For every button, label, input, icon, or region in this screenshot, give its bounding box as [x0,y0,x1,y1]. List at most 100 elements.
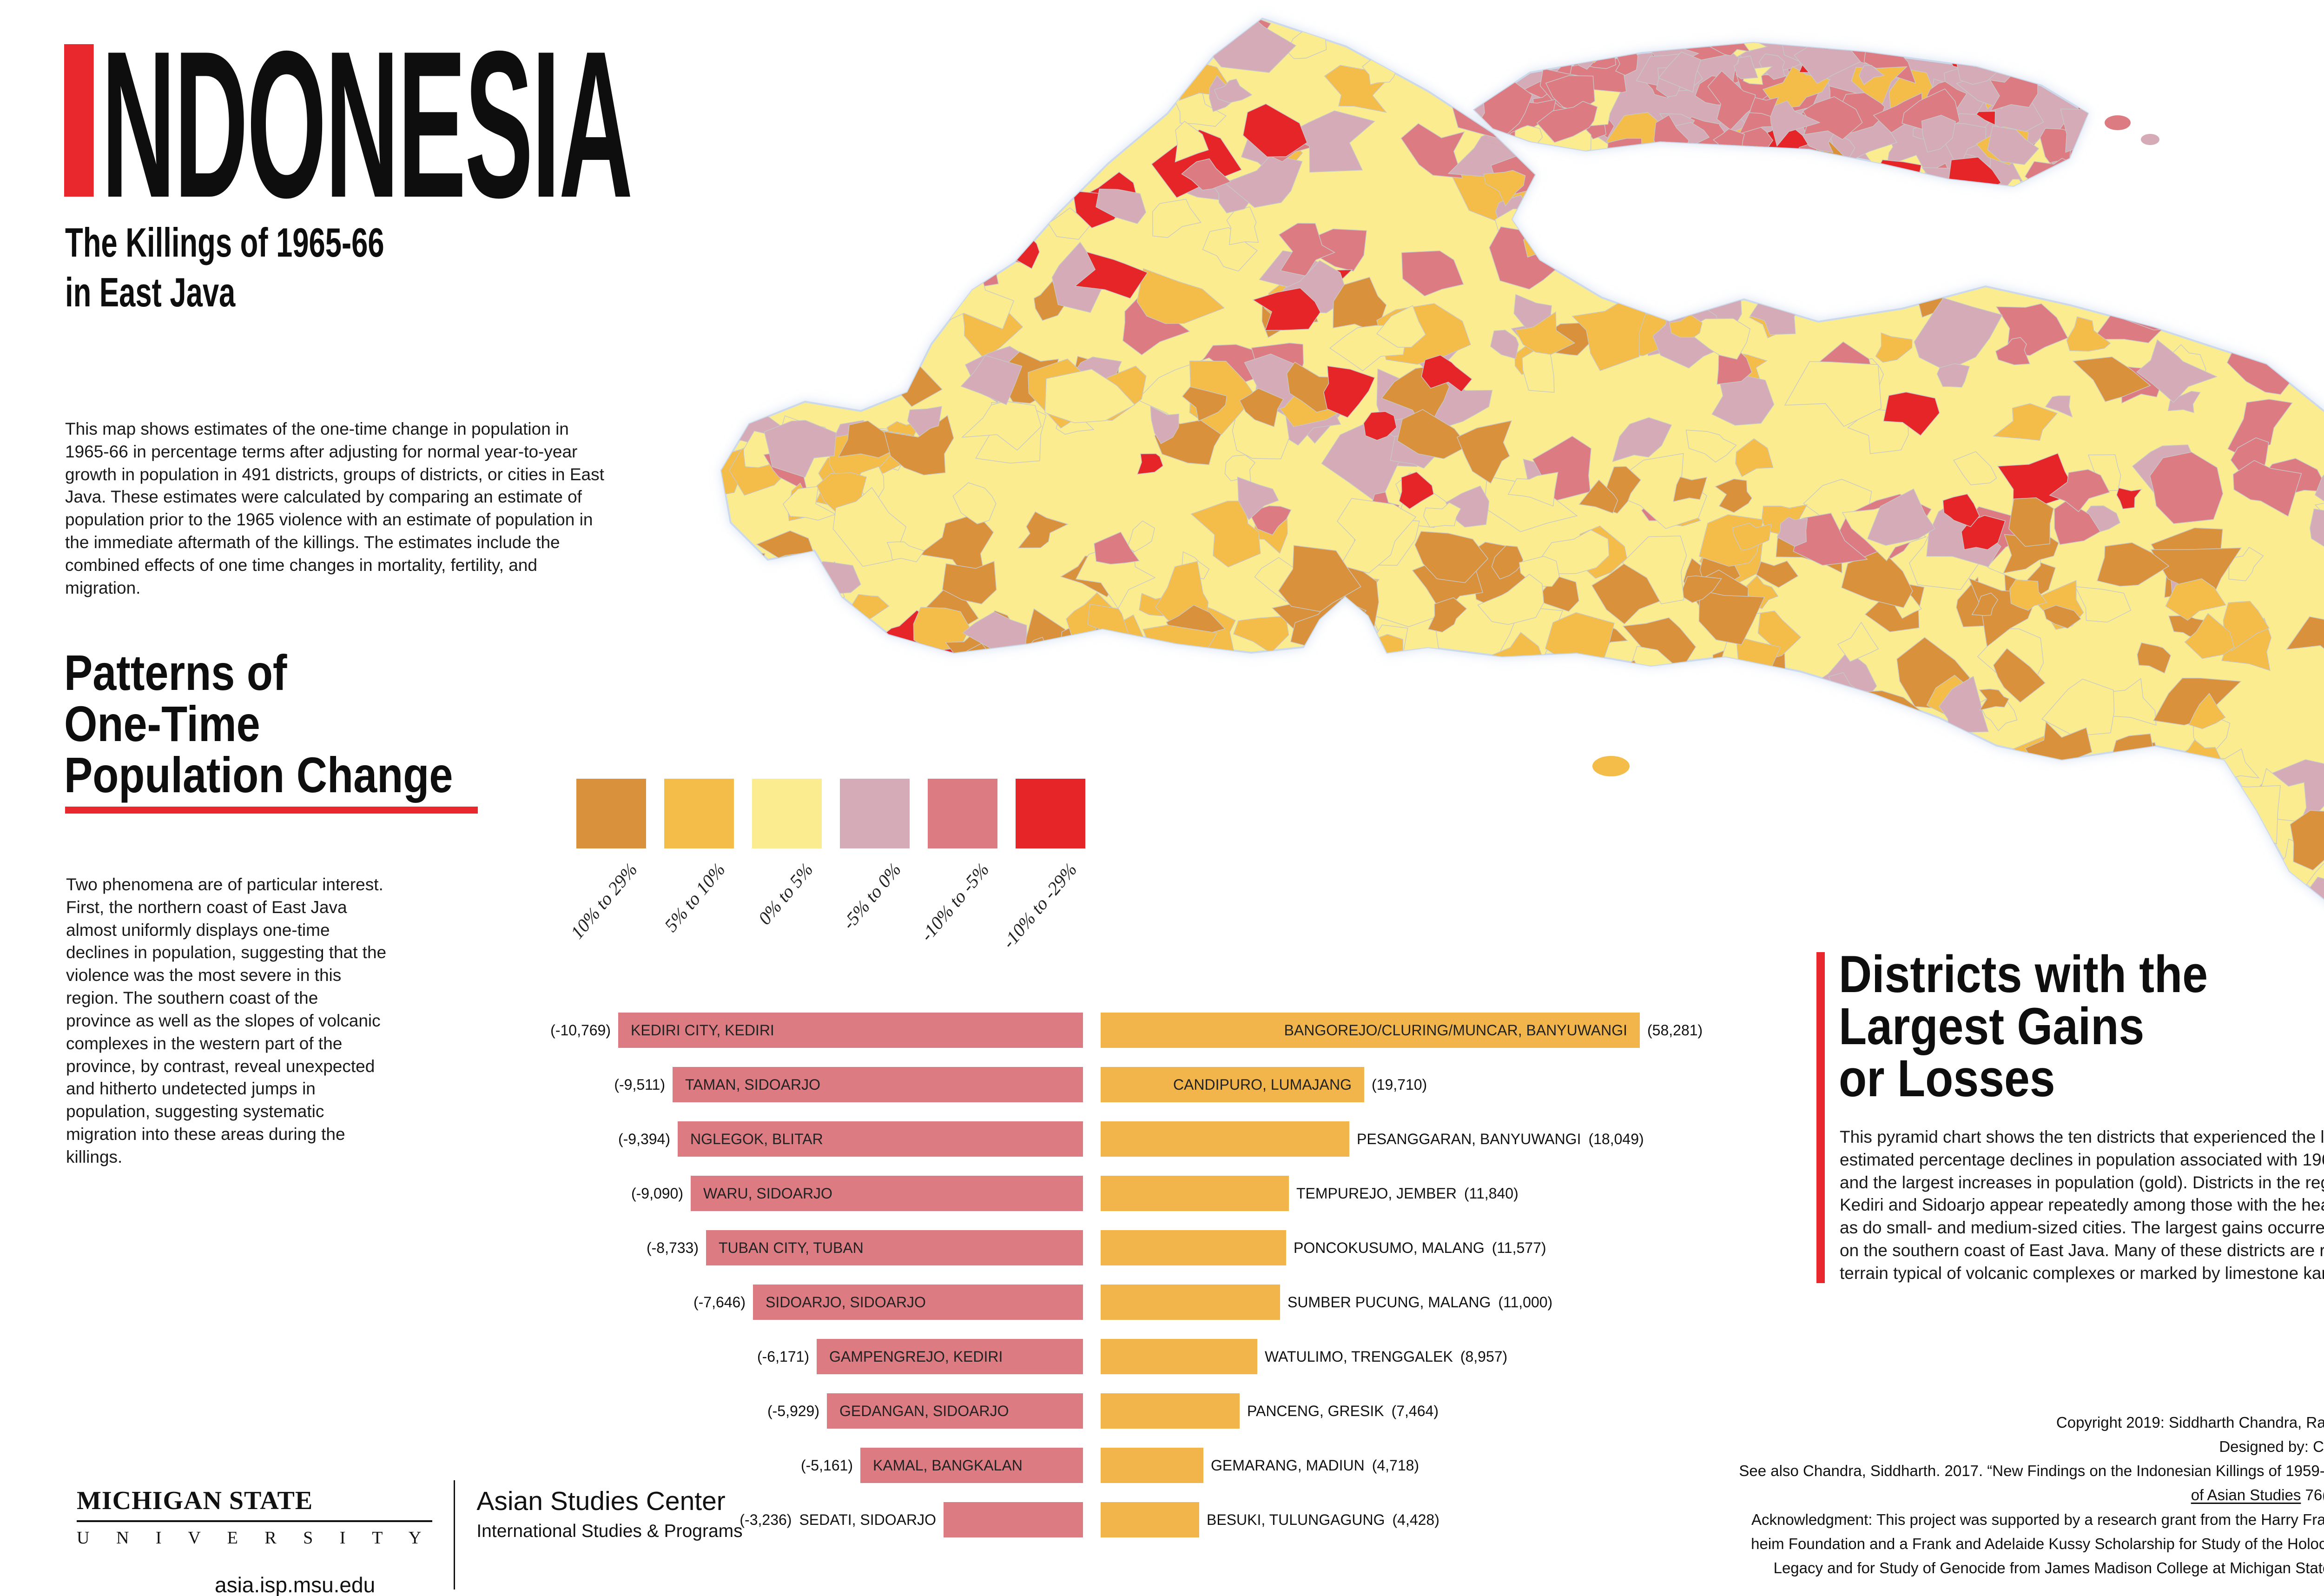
district-label: KEDIRI CITY, KEDIRI [631,1021,774,1039]
gain-value: (4,428) [1392,1511,1439,1528]
loss-value: (-8,733) [646,1239,699,1256]
loss-value: (-3,236) [739,1511,792,1528]
map-islet [1592,756,1630,776]
district-label: PESANGGARAN, BANYUWANGI [1357,1130,1581,1147]
district-label: CANDIPURO, LUMAJANG [1173,1076,1352,1093]
pyramid-left-zone: (-5,929) GEDANGAN, SIDOARJO [492,1393,1083,1429]
gains-red-bar [1816,952,1825,1283]
loss-value: (-6,171) [757,1348,809,1365]
title-block: NDONESIA [64,20,1222,229]
loss-bar: GEDANGAN, SIDOARJO [827,1393,1083,1429]
gain-bar: CANDIPURO, LUMAJANG [1101,1067,1364,1102]
gains-paragraph: This pyramid chart shows the ten distric… [1840,1127,2324,1283]
district-label: PANCENG, GRESIK [1247,1402,1384,1419]
pyramid-right-zone: TEMPUREJO, JEMBER (11,840) [1101,1176,1519,1211]
gain-bar [1101,1502,1199,1537]
map-district-mosaic [1474,43,2088,186]
pyramid-right-zone: GEMARANG, MADIUN (4,718) [1101,1448,1419,1483]
pyramid-right-zone: BESUKI, TULUNGAGUNG (4,428) [1101,1502,1439,1537]
logo-row: MICHIGAN STATE U N I V E R S I T Y Asian… [77,1480,743,1589]
gain-bar: BANGOREJO/CLURING/MUNCAR, BANYUWANGI [1101,1013,1640,1048]
website-url: asia.isp.msu.edu [215,1573,376,1596]
district-label: TEMPUREJO, JEMBER [1296,1185,1457,1202]
credit-line: Acknowledgment: This project was support… [1751,1510,2324,1528]
loss-bar [944,1502,1083,1537]
asian-studies-center-logo: Asian Studies Center International Studi… [476,1486,742,1542]
legend-item: -5% to 0% [838,779,910,934]
pyramid-right-zone: SUMBER PUCUNG, MALANG (11,000) [1101,1285,1552,1320]
gain-bar [1101,1121,1349,1157]
pyramid-right-zone: WATULIMO, TRENGGALEK (8,957) [1101,1339,1507,1374]
loss-value: (-5,929) [767,1402,819,1419]
legend-swatch [664,779,734,848]
pyramid-row: (-9,394) NGLEGOK, BLITAR PESANGGARAN, BANY… [492,1121,1703,1157]
map-mainland [720,17,2324,908]
legend-item: 0% to 5% [752,779,822,928]
district-label: WARU, SIDOARJO [703,1185,832,1202]
pyramid-left-zone: (-7,646) SIDOARJO, SIDOARJO [492,1285,1083,1320]
pyramid-left-zone: (-8,733) TUBAN CITY, TUBAN [492,1230,1083,1265]
credit-line: See also Chandra, Siddharth. 2017. “New … [1739,1462,2324,1480]
loss-bar: NGLEGOK, BLITAR [678,1121,1083,1157]
pyramid-row: (-8,733) TUBAN CITY, TUBAN PONCOKUSUMO, MA… [492,1230,1703,1265]
pyramid-right-zone: CANDIPURO, LUMAJANG (19,710) [1101,1067,1427,1102]
map-madura-island [1472,41,2089,187]
credit-line: of Asian Studies 76(4):1059-86. [2191,1486,2324,1504]
pyramid-row: (-7,646) SIDOARJO, SIDOARJO SUMBER PUCUNG,… [492,1285,1703,1320]
district-label: TUBAN CITY, TUBAN [719,1239,864,1256]
gain-value: (11,577) [1492,1239,1546,1256]
page-title: NDONESIA [64,20,633,229]
pyramid-right-zone: PONCOKUSUMO, MALANG (11,577) [1101,1230,1546,1265]
gains-section: Districts with the Largest Gains or Losses… [1816,945,2324,1283]
district-label: WATULIMO, TRENGGALEK [1265,1348,1453,1365]
patterns-paragraph: Two phenomena are of particular interest… [66,875,387,1166]
footer-logos: MICHIGAN STATE U N I V E R S I T Y Asian… [77,1480,743,1589]
center-dept: International Studies & Programs [476,1521,743,1541]
pyramid-chart: (-10,769) KEDIRI CITY, KEDIRI BANGOREJO/CL… [492,1013,1703,1556]
pyramid-left-zone: (-10,769) KEDIRI CITY, KEDIRI [492,1013,1083,1048]
loss-bar: KAMAL, BANGKALAN [860,1448,1083,1483]
loss-bar: TUBAN CITY, TUBAN [706,1230,1083,1265]
pyramid-right-zone: PESANGGARAN, BANYUWANGI (18,049) [1101,1121,1644,1157]
district-label: TAMAN, SIDOARJO [685,1076,820,1093]
choropleth-map [695,2,2324,936]
loss-value: (-10,769) [550,1021,611,1039]
loss-bar: SIDOARJO, SIDOARJO [753,1285,1083,1320]
map-islet [2105,115,2131,130]
pyramid-left-zone: (-9,090) WARU, SIDOARJO [492,1176,1083,1211]
title-text: NDONESIA [101,8,633,241]
credit-line: Copyright 2019: Siddharth Chandra, Raech… [2056,1414,2324,1431]
map-legend: 10% to 29% 5% to 10% 0% to 5% -5% to 0% -10%… [567,779,1103,952]
gain-bar [1101,1448,1203,1483]
loss-bar: TAMAN, SIDOARJO [673,1067,1083,1102]
msu-wordmark-line1: MICHIGAN STATE [77,1486,433,1522]
patterns-heading: Patterns of One-Time Population Change [64,644,453,803]
loss-value: (-9,511) [614,1076,665,1093]
gain-value: (11,840) [1464,1185,1519,1202]
legend-item: -10% to -29% [998,779,1085,952]
credits-block: Copyright 2019: Siddharth Chandra, Raech… [1588,1411,2324,1580]
pyramid-left-zone: (-9,394) NGLEGOK, BLITAR [492,1121,1083,1157]
loss-value: (-7,646) [693,1293,746,1311]
pyramid-row: (-10,769) KEDIRI CITY, KEDIRI BANGOREJO/CL… [492,1013,1703,1048]
msu-wordmark: MICHIGAN STATE U N I V E R S I T Y [77,1486,433,1548]
credit-line: Designed by: Camille North [2219,1438,2324,1456]
district-label: KAMAL, BANGKALAN [873,1457,1023,1474]
gain-bar [1101,1339,1257,1374]
gain-value: (7,464) [1391,1402,1439,1419]
loss-value: (-5,161) [800,1457,853,1474]
gain-value: (11,000) [1498,1293,1553,1311]
legend-swatch [840,779,910,848]
pyramid-left-zone: (-3,236) SEDATI, SIDOARJO [492,1502,1083,1537]
pyramid-row: (-5,161) KAMAL, BANGKALAN GEMARANG, MADIUN… [492,1448,1703,1483]
loss-value: (-9,394) [618,1130,670,1147]
pyramid-left-zone: (-5,161) KAMAL, BANGKALAN [492,1448,1083,1483]
patterns-red-rule [65,807,478,814]
credit-line: Legacy and for Study of Genocide from Ja… [1773,1559,2324,1576]
logo-divider [454,1480,456,1589]
map-islet [2141,134,2159,145]
legend-item: -10% to -5% [916,779,997,945]
legend-label: 10% to 29% [566,859,642,943]
gains-heading: Districts with the Largest Gains or Losses [1839,945,2208,1107]
gain-value: (18,049) [1588,1130,1644,1147]
